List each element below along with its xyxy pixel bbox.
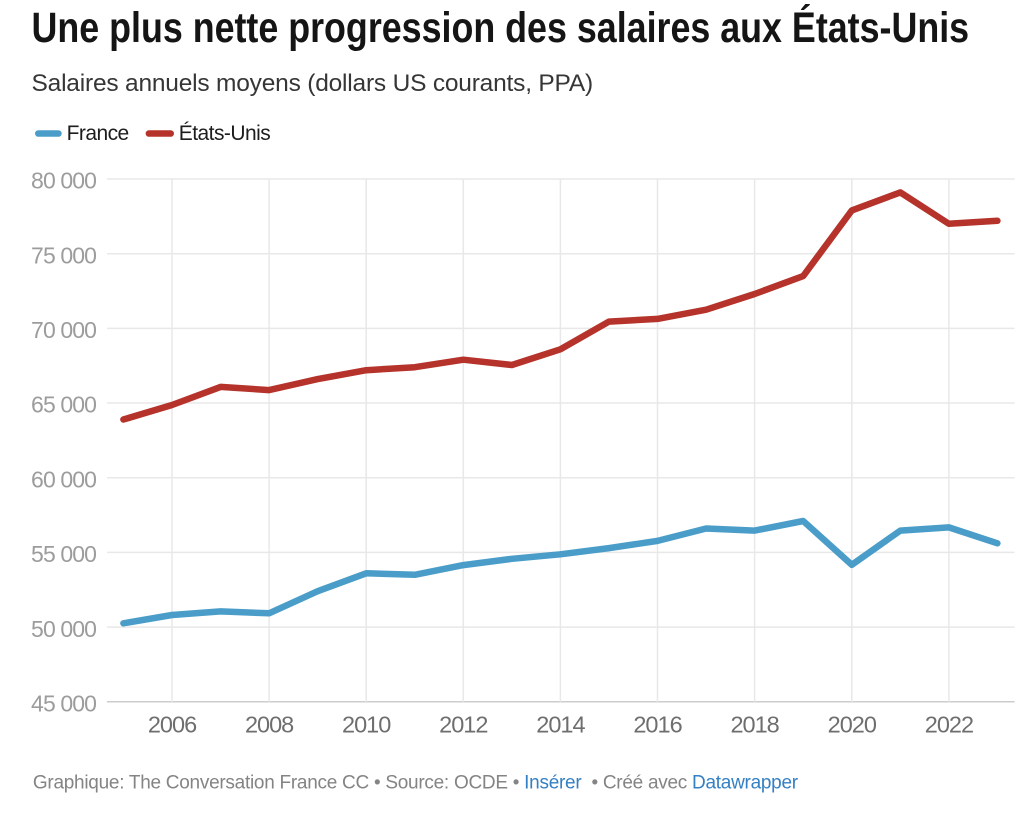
svg-text:2018: 2018 bbox=[730, 712, 779, 738]
svg-text:50 000: 50 000 bbox=[31, 616, 96, 642]
svg-text:2010: 2010 bbox=[342, 712, 391, 738]
svg-text:45 000: 45 000 bbox=[31, 691, 96, 717]
svg-text:2022: 2022 bbox=[925, 712, 973, 738]
svg-text:France: France bbox=[67, 122, 129, 145]
svg-text:60 000: 60 000 bbox=[31, 466, 96, 492]
svg-text:Une plus nette progression des: Une plus nette progression des salaires … bbox=[32, 4, 970, 52]
svg-text:2006: 2006 bbox=[148, 712, 197, 738]
svg-text:2012: 2012 bbox=[439, 712, 487, 738]
svg-text:États-Unis: États-Unis bbox=[179, 122, 270, 145]
svg-text:2014: 2014 bbox=[536, 712, 585, 738]
svg-text:2008: 2008 bbox=[245, 712, 294, 738]
svg-text:75 000: 75 000 bbox=[31, 242, 96, 268]
svg-text:70 000: 70 000 bbox=[31, 317, 96, 343]
svg-text:Salaires annuels moyens (dolla: Salaires annuels moyens (dollars US cour… bbox=[32, 70, 593, 97]
svg-text:65 000: 65 000 bbox=[31, 392, 96, 418]
svg-text:80 000: 80 000 bbox=[31, 168, 96, 194]
svg-text:55 000: 55 000 bbox=[31, 541, 96, 567]
svg-text:2016: 2016 bbox=[633, 712, 682, 738]
svg-text:Graphique: The Conversation Fr: Graphique: The Conversation France CC • … bbox=[33, 773, 799, 794]
svg-text:2020: 2020 bbox=[828, 712, 877, 738]
